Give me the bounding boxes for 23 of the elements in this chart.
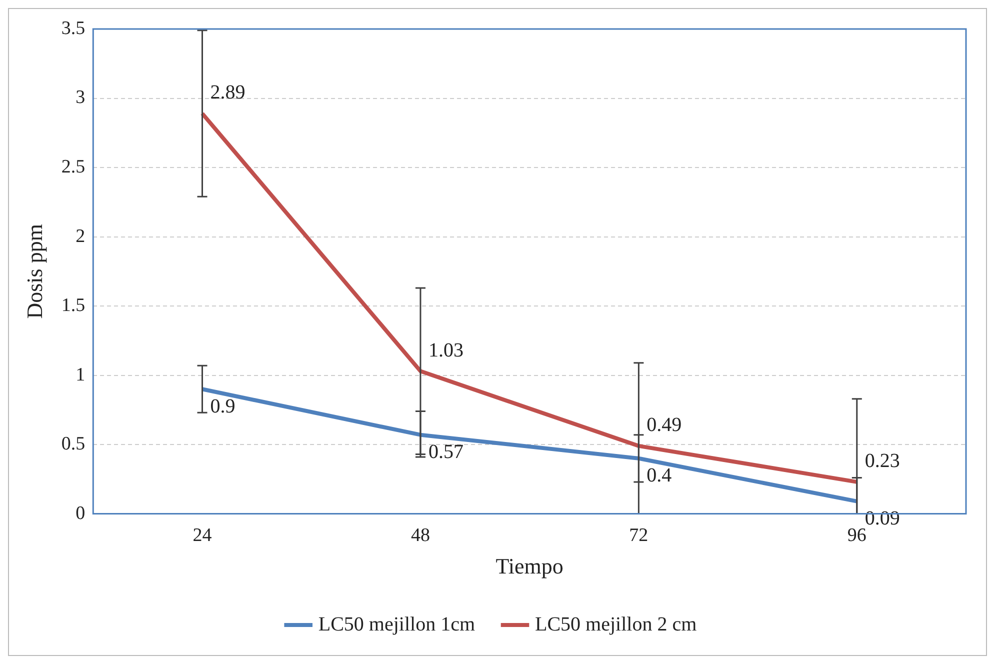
data-label: 1.03	[428, 339, 464, 362]
data-label: 0.57	[428, 441, 464, 464]
x-tick-label: 96	[847, 525, 866, 546]
y-tick-label: 0	[76, 502, 86, 524]
y-tick-label: 2	[76, 226, 86, 247]
y-tick-label: 3.5	[61, 18, 86, 39]
y-tick-label: 0.5	[61, 434, 86, 455]
x-tick-label: 48	[410, 525, 430, 546]
data-label: 0.49	[646, 414, 682, 436]
x-axis-title: Tiempo	[496, 554, 564, 579]
data-label: 0.23	[864, 450, 900, 472]
x-tick-label: 72	[629, 525, 648, 546]
legend-label: LC50 mejillon 2 cm	[535, 613, 698, 636]
legend-label: LC50 mejillon 1cm	[318, 613, 476, 636]
x-tick-label: 24	[192, 525, 212, 546]
data-label: 2.89	[210, 82, 246, 104]
y-tick-label: 2.5	[61, 156, 86, 178]
data-label: 0.4	[646, 464, 672, 487]
y-tick-label: 3	[76, 87, 86, 108]
data-label: 0.9	[210, 395, 236, 418]
y-tick-label: 1	[76, 364, 86, 386]
y-axis-title: Dosis ppm	[22, 224, 47, 319]
y-tick-label: 1.5	[61, 295, 86, 316]
